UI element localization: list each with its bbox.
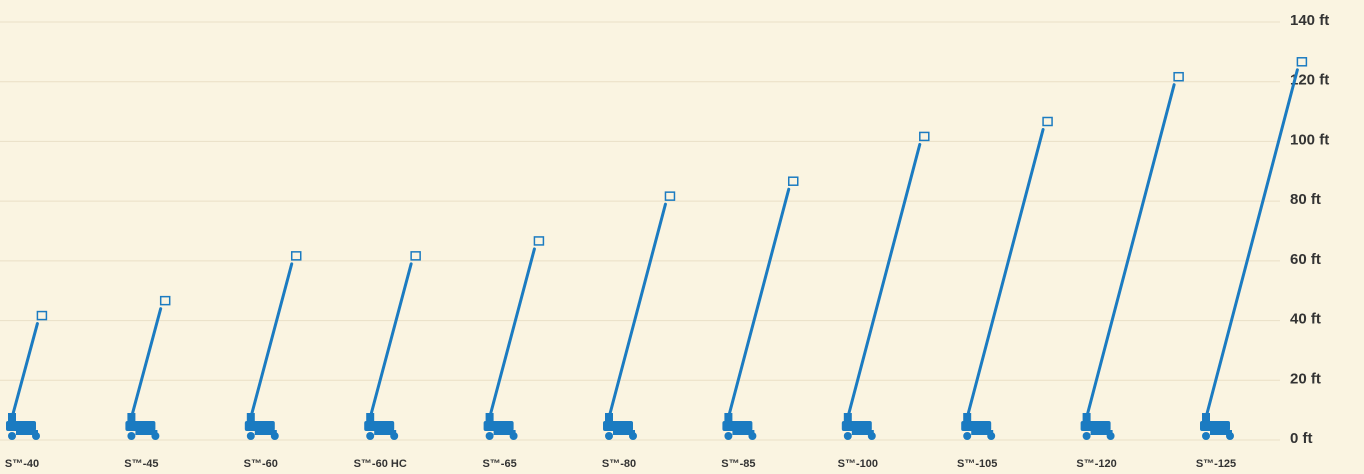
boom bbox=[486, 247, 536, 427]
platform bbox=[533, 236, 545, 246]
x-tick-label: S™-45 bbox=[124, 458, 158, 470]
lift-chassis bbox=[1090, 430, 1113, 435]
boom bbox=[844, 142, 922, 427]
lift-chassis bbox=[135, 430, 158, 435]
lift bbox=[125, 295, 171, 440]
wheel bbox=[963, 432, 972, 440]
lift bbox=[6, 310, 48, 440]
x-tick-label: S™-120 bbox=[1076, 458, 1116, 470]
platform bbox=[290, 251, 302, 261]
lift-base bbox=[1200, 421, 1230, 431]
wheel bbox=[246, 432, 255, 440]
wheel bbox=[843, 432, 852, 440]
y-tick-label: 60 ft bbox=[1290, 251, 1321, 268]
x-tick-label: S™-60 HC bbox=[354, 458, 407, 470]
lift-base bbox=[841, 421, 872, 431]
wheel bbox=[366, 432, 375, 440]
y-tick-label: 140 ft bbox=[1290, 12, 1329, 29]
x-tick-label: S™-100 bbox=[838, 458, 878, 470]
boom bbox=[963, 128, 1045, 427]
boom bbox=[8, 322, 39, 427]
lift-base bbox=[483, 421, 514, 431]
lift-chassis bbox=[254, 430, 277, 435]
x-tick-label: S™-40 bbox=[5, 458, 39, 470]
wheel bbox=[1202, 432, 1210, 440]
lift-chassis bbox=[851, 430, 874, 435]
platform bbox=[664, 191, 676, 201]
lift-chassis bbox=[1210, 430, 1232, 435]
y-tick-label: 100 ft bbox=[1290, 131, 1329, 148]
lift-chassis bbox=[493, 430, 516, 435]
boom bbox=[1083, 83, 1176, 427]
wheel bbox=[127, 432, 136, 440]
lift-chassis bbox=[971, 430, 994, 435]
lift bbox=[1080, 71, 1184, 440]
wheel bbox=[724, 432, 733, 440]
lift bbox=[961, 116, 1053, 440]
lift bbox=[244, 251, 302, 440]
lift-base bbox=[961, 421, 992, 431]
lift-chassis bbox=[374, 430, 397, 435]
lift-base bbox=[364, 421, 395, 431]
platform bbox=[1296, 57, 1308, 67]
y-tick-label: 20 ft bbox=[1290, 370, 1321, 387]
wheel bbox=[605, 432, 613, 440]
wheel bbox=[1082, 432, 1091, 440]
lift bbox=[603, 191, 676, 440]
lift-chassis bbox=[16, 430, 38, 435]
lift bbox=[1200, 57, 1308, 440]
lift bbox=[841, 131, 930, 440]
boom bbox=[605, 202, 667, 427]
wheel bbox=[485, 432, 494, 440]
platform bbox=[36, 310, 48, 321]
y-tick-label: 120 ft bbox=[1290, 72, 1329, 89]
lift-base bbox=[722, 421, 753, 431]
boom bbox=[1202, 68, 1299, 427]
y-tick-label: 40 ft bbox=[1290, 311, 1321, 328]
lift-base bbox=[1080, 421, 1111, 431]
lift-base bbox=[244, 421, 275, 431]
lift-chassis bbox=[613, 430, 635, 435]
platform bbox=[919, 131, 930, 142]
x-tick-label: S™-125 bbox=[1196, 458, 1236, 470]
lift-base bbox=[125, 421, 156, 431]
x-tick-label: S™-65 bbox=[482, 458, 516, 470]
boom bbox=[366, 262, 413, 427]
platform bbox=[410, 251, 421, 261]
platform bbox=[159, 295, 171, 306]
y-tick-label: 80 ft bbox=[1290, 191, 1321, 208]
lift-base bbox=[603, 421, 633, 431]
lift bbox=[364, 251, 421, 440]
boom bbox=[247, 262, 294, 427]
platform bbox=[1173, 71, 1184, 82]
platform bbox=[787, 176, 799, 186]
platform bbox=[1042, 116, 1053, 127]
lift bbox=[722, 176, 799, 440]
lift-base bbox=[6, 421, 36, 431]
boom bbox=[127, 307, 163, 427]
y-tick-label: 0 ft bbox=[1290, 430, 1313, 447]
lift-chassis bbox=[732, 430, 755, 435]
x-tick-label: S™-80 bbox=[602, 458, 636, 470]
wheel bbox=[8, 432, 16, 440]
lift bbox=[483, 236, 545, 440]
x-tick-label: S™-105 bbox=[957, 458, 997, 470]
x-tick-label: S™-60 bbox=[244, 458, 278, 470]
boom bbox=[724, 187, 791, 427]
x-tick-label: S™-85 bbox=[721, 458, 755, 470]
